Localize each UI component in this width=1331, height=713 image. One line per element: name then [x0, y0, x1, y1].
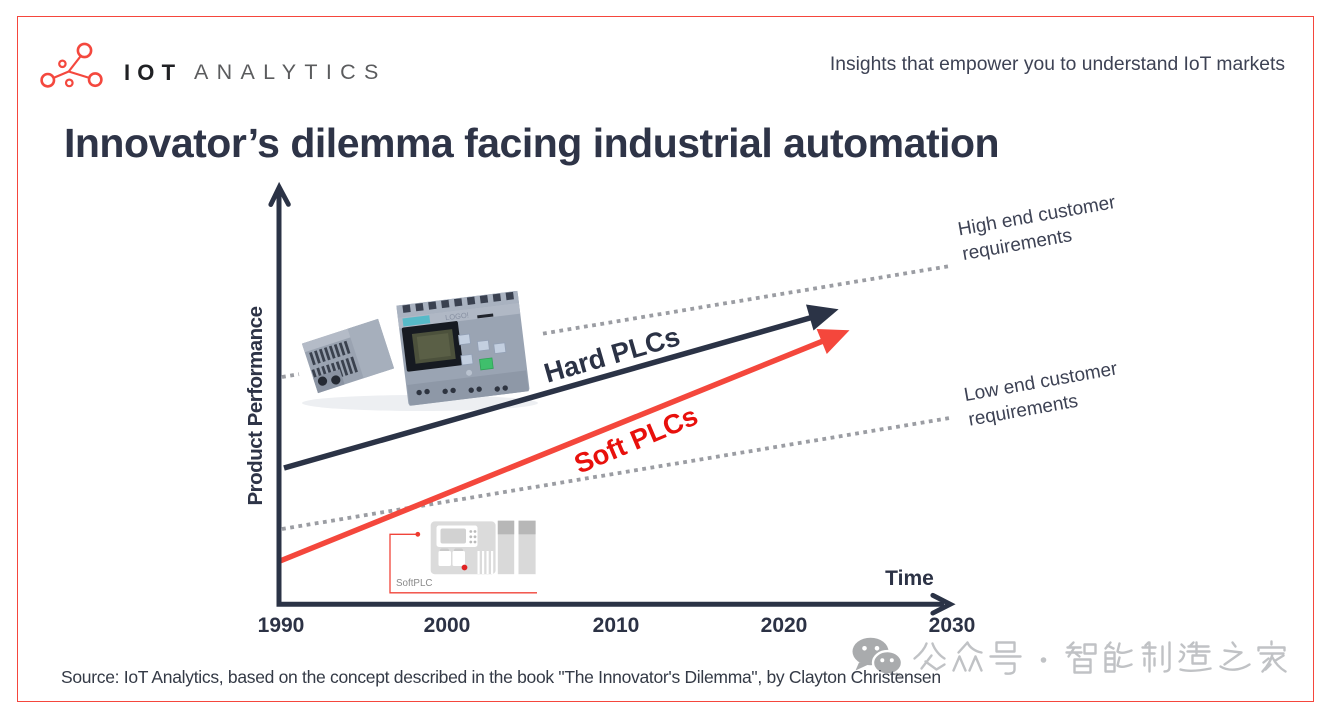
svg-text:SoftPLC: SoftPLC — [396, 578, 433, 589]
svg-text:LOGO!: LOGO! — [445, 310, 470, 322]
